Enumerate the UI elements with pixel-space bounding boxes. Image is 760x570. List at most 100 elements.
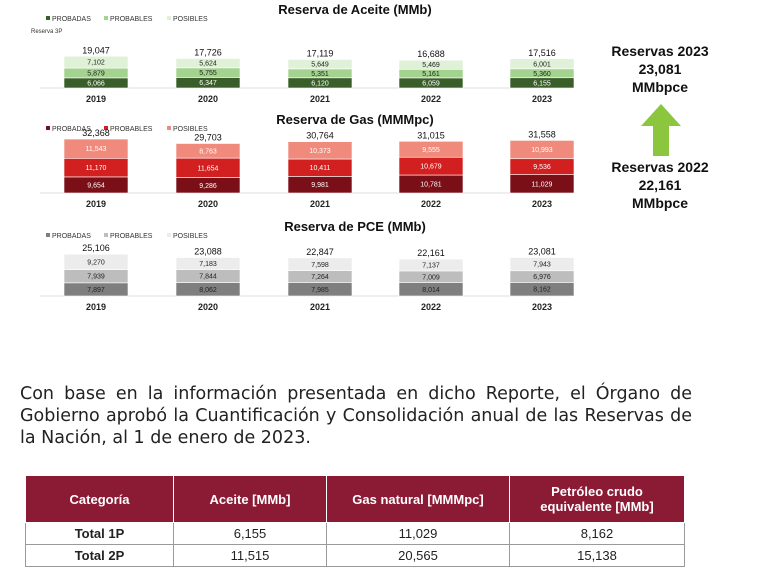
aceite-legend-probables: PROBABLES — [110, 16, 153, 23]
aceite-year-2019: 2019 — [86, 94, 106, 104]
header-categoria: Categoría — [25, 475, 174, 523]
aceite-bar-posibles-2020 — [175, 58, 241, 69]
pce-label-probables-2023: 6,976 — [533, 274, 551, 281]
gas-legend-probables: PROBABLES — [110, 126, 153, 133]
gas-total-2023: 31,558 — [528, 129, 556, 139]
row-aceite: 11,515 — [173, 544, 327, 567]
reservas-2022-title: Reservas 2022 — [611, 159, 709, 175]
aceite-label-probables-2023: 5,360 — [533, 71, 551, 78]
aceite-legend-posibles: POSIBLES — [173, 16, 208, 23]
aceite-label-probadas-2020: 6,347 — [199, 80, 217, 87]
aceite-year-2021: 2021 — [310, 94, 330, 104]
pce-legend-posibles: POSIBLES — [173, 233, 208, 240]
pce-legend-swatch — [46, 233, 50, 237]
reservas-2023-value: 23,081 — [638, 61, 682, 77]
reservas-2023-unit: MMbpce — [632, 79, 688, 95]
pce-legend-swatch — [167, 233, 171, 237]
gas-year-2019: 2019 — [86, 199, 106, 209]
aceite-label-probables-2020: 5,755 — [199, 70, 217, 77]
aceite-label-probadas-2023: 6,155 — [533, 80, 551, 87]
aceite-chart-title: Reserva de Aceite (MMb) — [278, 2, 431, 17]
pce-label-probadas-2022: 8,014 — [422, 287, 440, 294]
aceite-label-probables-2021: 5,351 — [311, 71, 329, 78]
gas-year-2020: 2020 — [198, 199, 218, 209]
reservas-2023-callout: Reservas 2023 23,081 MMbpce — [580, 42, 740, 96]
pce-total-2020: 23,088 — [194, 247, 222, 257]
aceite-label-probadas-2019: 6,066 — [87, 80, 105, 87]
pce-year-2022: 2022 — [421, 302, 441, 312]
pce-bar-posibles-2022 — [398, 258, 464, 272]
gas-label-posibles-2020: 8,763 — [199, 148, 217, 155]
pce-label-probables-2022: 7,009 — [422, 274, 440, 281]
gas-bar-posibles-2022 — [398, 141, 464, 158]
gas-label-probables-2021: 10,411 — [310, 165, 331, 172]
pce-label-probadas-2020: 8,062 — [199, 287, 217, 294]
gas-bar-posibles-2020 — [175, 143, 241, 159]
table-header-row: Categoría Aceite [MMb] Gas natural [MMMp… — [25, 475, 685, 523]
table-row: Total 2P 11,515 20,565 15,138 — [25, 544, 685, 567]
reservas-2023-title: Reservas 2023 — [611, 43, 709, 59]
row-pce: 8,162 — [509, 522, 685, 545]
pce-total-2023: 23,081 — [528, 247, 556, 257]
row-pce: 15,138 — [509, 544, 685, 567]
gas-label-probadas-2022: 10,781 — [420, 182, 442, 189]
pce-bar-posibles-2021 — [287, 257, 353, 271]
aceite-label-posibles-2022: 5,469 — [422, 62, 440, 69]
pce-legend-swatch — [104, 233, 108, 237]
gas-label-probables-2020: 11,654 — [198, 165, 219, 172]
pce-year-2021: 2021 — [310, 302, 330, 312]
gas-label-probables-2022: 10,679 — [420, 164, 442, 171]
row-category: Total 2P — [25, 544, 174, 567]
gas-bar-posibles-2023 — [509, 140, 575, 160]
gas-legend-swatch — [167, 126, 171, 130]
aceite-legend-probadas: PROBADAS — [52, 16, 91, 23]
gas-label-probadas-2020: 9,286 — [199, 183, 217, 190]
aceite-bar-posibles-2019 — [63, 55, 129, 69]
reservas-2022-value: 22,161 — [638, 177, 682, 193]
aceite-label-posibles-2021: 5,649 — [311, 62, 329, 69]
gas-year-2022: 2022 — [421, 199, 441, 209]
pce-year-2020: 2020 — [198, 302, 218, 312]
header-aceite: Aceite [MMb] — [173, 475, 327, 523]
aceite-total-2023: 17,516 — [528, 48, 556, 58]
header-gas: Gas natural [MMMpc] — [326, 475, 510, 523]
pce-total-2019: 25,106 — [82, 243, 110, 253]
gas-label-posibles-2021: 10,373 — [309, 148, 331, 155]
aceite-legend-swatch — [46, 16, 50, 20]
row-gas: 20,565 — [326, 544, 510, 567]
pce-chart-title: Reserva de PCE (MMb) — [284, 219, 426, 234]
gas-total-2021: 30,764 — [306, 131, 334, 141]
aceite-bar-posibles-2023 — [509, 58, 575, 70]
header-pce: Petróleo crudo equivalente [MMb] — [509, 475, 685, 523]
gas-total-2019: 32,368 — [82, 128, 110, 138]
pce-legend-probadas: PROBADAS — [52, 233, 91, 240]
up-arrow-icon — [641, 104, 681, 156]
aceite-legend-swatch — [104, 16, 108, 20]
aceite-total-2021: 17,119 — [307, 48, 334, 58]
gas-legend-swatch — [46, 126, 50, 130]
gas-legend-probadas: PROBADAS — [52, 126, 91, 133]
pce-label-probadas-2019: 7,897 — [87, 287, 105, 294]
pce-label-posibles-2019: 9,270 — [87, 259, 105, 266]
pce-label-posibles-2023: 7,943 — [533, 262, 551, 269]
aceite-label-probables-2019: 5,879 — [87, 70, 105, 77]
gas-label-posibles-2023: 10,993 — [531, 147, 553, 154]
reservas-2022-unit: MMbpce — [632, 195, 688, 211]
pce-label-posibles-2022: 7,137 — [422, 263, 440, 270]
pce-bar-posibles-2019 — [63, 253, 129, 270]
gas-legend-swatch — [104, 126, 108, 130]
aceite-label-probables-2022: 5,161 — [422, 71, 440, 78]
aceite-total-2019: 19,047 — [82, 45, 110, 55]
pce-label-probables-2020: 7,844 — [199, 274, 217, 281]
row-category: Total 1P — [25, 522, 174, 545]
reservas-2022-callout: Reservas 2022 22,161 MMbpce — [580, 158, 740, 212]
pce-label-probables-2019: 7,939 — [87, 274, 105, 281]
body-paragraph: Con base en la información presentada en… — [20, 383, 692, 448]
reserves-charts: Reserva de Aceite (MMb) PROBADAS PROBABLES… — [31, 2, 575, 312]
gas-label-posibles-2019: 11,543 — [86, 146, 107, 153]
row-aceite: 6,155 — [173, 522, 327, 545]
pce-year-2019: 2019 — [86, 302, 106, 312]
gas-label-probadas-2019: 9,654 — [87, 182, 105, 189]
reserves-table: Categoría Aceite [MMb] Gas natural [MMMp… — [25, 475, 685, 567]
pce-bar-posibles-2023 — [509, 257, 575, 272]
